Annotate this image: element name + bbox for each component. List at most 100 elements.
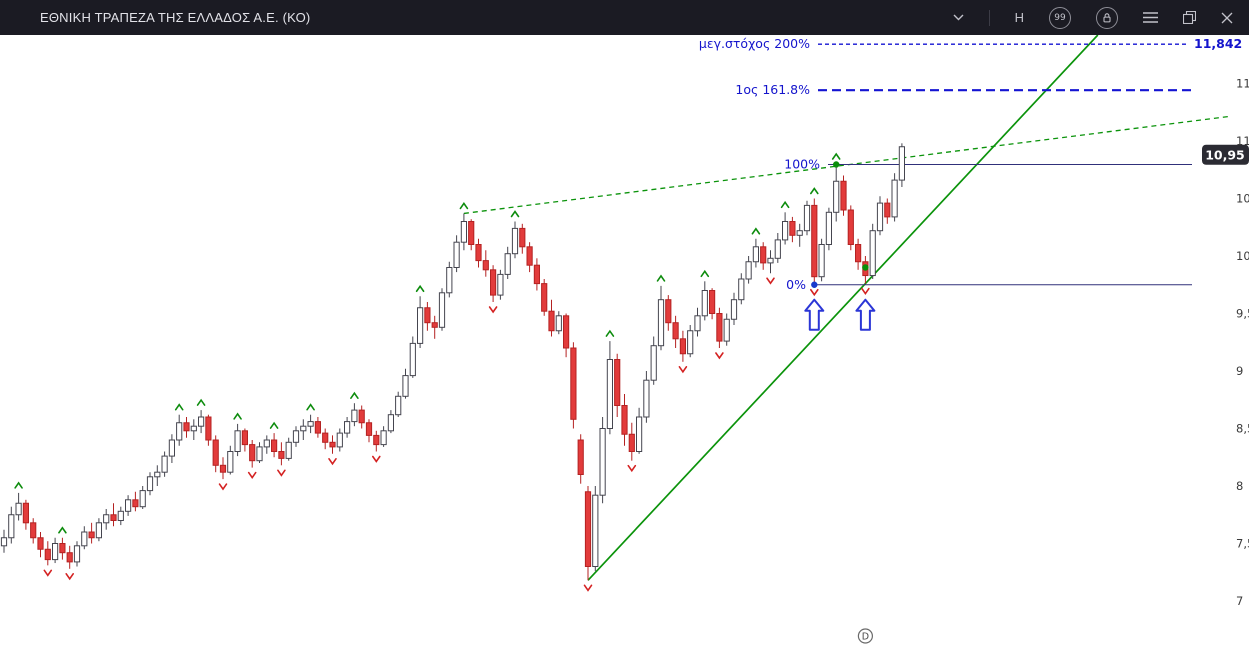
candle	[796, 230, 803, 236]
fractal-up-icon	[510, 210, 520, 218]
candle	[628, 433, 635, 452]
candle	[66, 552, 73, 563]
price-axis-label: 10,5	[1236, 192, 1249, 206]
candle	[0, 537, 8, 547]
candle	[782, 221, 789, 241]
candle	[482, 260, 489, 271]
event-marker-circle[interactable]	[857, 628, 874, 644]
fractal-up-icon	[656, 274, 666, 282]
candle	[431, 322, 438, 328]
fractal-up-icon	[809, 187, 819, 195]
fractal-down-icon	[65, 572, 74, 581]
anchor-point[interactable]	[833, 161, 840, 168]
candle	[789, 221, 796, 236]
price-axis-label: 9	[1236, 364, 1243, 378]
candle	[285, 441, 292, 459]
fractal-down-icon	[715, 352, 724, 360]
price-axis[interactable]: 11,5 11 10,5 10 9,5 9 8,5 8 7,5 7	[1236, 77, 1249, 609]
candle	[606, 359, 613, 429]
candle	[526, 246, 533, 266]
candle	[621, 405, 628, 435]
candle	[234, 430, 241, 452]
candle	[511, 227, 519, 255]
candle	[402, 375, 409, 397]
candle	[687, 330, 694, 355]
anchor-point[interactable]	[862, 264, 869, 271]
last-price-label: 10,95	[1205, 147, 1245, 162]
buy-signal-arrow[interactable]	[804, 298, 825, 331]
candle	[292, 430, 300, 443]
price-axis-label: 11,5	[1236, 77, 1249, 91]
chart-canvas[interactable]: μεγ.στόχος 200% 11,842 1ος 161.8% 100% 0% D 10…	[0, 34, 1249, 666]
candle	[738, 278, 745, 301]
candle	[373, 434, 380, 446]
candle	[307, 421, 314, 427]
price-axis-label: 8,5	[1236, 422, 1249, 436]
candle	[752, 246, 759, 263]
last-price-tag	[1202, 144, 1249, 165]
candle	[709, 290, 716, 314]
candle	[176, 422, 183, 441]
candle	[446, 267, 453, 294]
candle	[636, 416, 643, 452]
candle	[767, 257, 774, 264]
resistance-trendline[interactable]	[463, 115, 1231, 215]
candle	[701, 290, 708, 317]
candle	[855, 244, 862, 263]
fractal-up-icon	[415, 284, 425, 293]
candle	[825, 211, 832, 246]
candle	[468, 221, 475, 245]
candlestick-series	[0, 143, 905, 581]
candle	[599, 428, 606, 496]
candle	[249, 444, 256, 462]
anchor-point[interactable]	[811, 281, 818, 288]
fractal-down-icon	[678, 365, 688, 374]
fractal-up-icon	[174, 403, 184, 411]
menu-icon[interactable]	[1143, 12, 1158, 23]
candle	[198, 416, 205, 427]
chevron-down-icon[interactable]	[953, 14, 964, 21]
candle	[329, 441, 336, 448]
candle	[438, 292, 446, 328]
candle	[154, 471, 161, 478]
candle	[59, 543, 66, 554]
candle	[44, 548, 51, 561]
fractal-down-icon	[766, 277, 775, 285]
price-axis-label: 11	[1236, 134, 1249, 148]
fractal-down-icon	[43, 569, 53, 577]
candle	[219, 464, 227, 473]
restore-window-button[interactable]	[1183, 11, 1196, 24]
fractal-up-icon	[605, 329, 615, 337]
candle	[358, 409, 365, 424]
fractal-down-icon	[371, 455, 381, 463]
fractal-up-icon	[58, 526, 67, 534]
candle	[541, 283, 548, 312]
candle	[643, 379, 650, 418]
buy-signal-arrow[interactable]	[855, 298, 876, 331]
fractal-up-icon	[306, 403, 315, 411]
lock-icon[interactable]	[1096, 6, 1118, 29]
fractal-down-icon	[809, 288, 819, 297]
candle	[73, 545, 81, 563]
candle	[263, 439, 270, 448]
candle	[657, 299, 665, 347]
support-trendline[interactable]	[587, 34, 1099, 581]
close-button[interactable]	[1221, 12, 1233, 24]
badge-99-icon[interactable]: 99	[1049, 6, 1071, 29]
candle	[891, 179, 898, 218]
candle	[168, 439, 176, 457]
candle	[774, 239, 781, 259]
candle	[161, 455, 168, 473]
candle	[504, 253, 511, 275]
fractal-up-icon	[751, 227, 761, 235]
fib-level-label: μεγ.στόχος 200%	[699, 36, 810, 51]
fractal-up-icon	[459, 202, 469, 210]
fractal-down-icon	[218, 483, 228, 491]
candle	[847, 209, 854, 245]
candle	[110, 514, 117, 521]
candle	[679, 338, 686, 355]
period-h-button[interactable]: H	[1014, 10, 1024, 25]
candle	[745, 261, 752, 280]
candle	[811, 204, 818, 278]
candle	[314, 421, 321, 434]
